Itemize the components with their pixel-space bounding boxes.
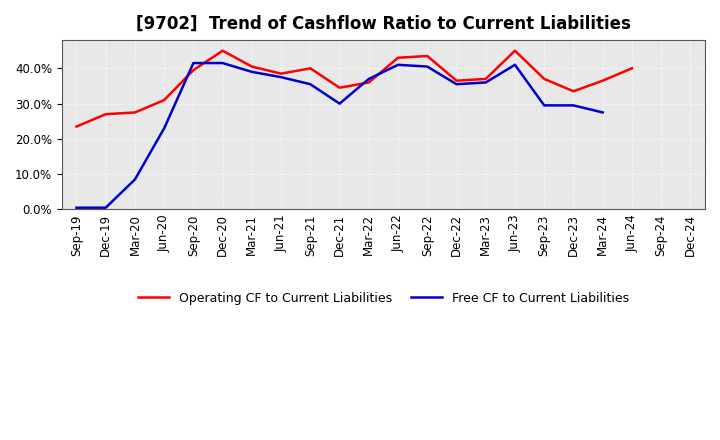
Operating CF to Current Liabilities — [248, 64, 256, 69]
Free CF to Current Liabilities — [423, 64, 431, 69]
Free CF to Current Liabilities — [306, 81, 315, 87]
Line: Free CF to Current Liabilities: Free CF to Current Liabilities — [76, 63, 603, 208]
Operating CF to Current Liabilities — [160, 97, 168, 103]
Free CF to Current Liabilities — [189, 60, 198, 66]
Operating CF to Current Liabilities — [423, 53, 431, 59]
Operating CF to Current Liabilities — [306, 66, 315, 71]
Line: Operating CF to Current Liabilities: Operating CF to Current Liabilities — [76, 51, 632, 127]
Operating CF to Current Liabilities — [276, 71, 285, 76]
Operating CF to Current Liabilities — [452, 78, 461, 83]
Operating CF to Current Liabilities — [364, 80, 373, 85]
Title: [9702]  Trend of Cashflow Ratio to Current Liabilities: [9702] Trend of Cashflow Ratio to Curren… — [136, 15, 631, 33]
Free CF to Current Liabilities — [364, 76, 373, 81]
Free CF to Current Liabilities — [218, 60, 227, 66]
Operating CF to Current Liabilities — [130, 110, 139, 115]
Operating CF to Current Liabilities — [540, 76, 549, 81]
Free CF to Current Liabilities — [72, 205, 81, 210]
Operating CF to Current Liabilities — [189, 67, 198, 73]
Free CF to Current Liabilities — [276, 74, 285, 80]
Operating CF to Current Liabilities — [598, 78, 607, 83]
Free CF to Current Liabilities — [482, 80, 490, 85]
Legend: Operating CF to Current Liabilities, Free CF to Current Liabilities: Operating CF to Current Liabilities, Fre… — [132, 287, 634, 310]
Operating CF to Current Liabilities — [336, 85, 344, 90]
Operating CF to Current Liabilities — [569, 88, 577, 94]
Free CF to Current Liabilities — [394, 62, 402, 67]
Operating CF to Current Liabilities — [102, 112, 110, 117]
Free CF to Current Liabilities — [130, 177, 139, 182]
Free CF to Current Liabilities — [598, 110, 607, 115]
Operating CF to Current Liabilities — [394, 55, 402, 60]
Operating CF to Current Liabilities — [218, 48, 227, 53]
Operating CF to Current Liabilities — [72, 124, 81, 129]
Free CF to Current Liabilities — [569, 103, 577, 108]
Free CF to Current Liabilities — [160, 126, 168, 131]
Free CF to Current Liabilities — [102, 205, 110, 210]
Operating CF to Current Liabilities — [510, 48, 519, 53]
Operating CF to Current Liabilities — [628, 66, 636, 71]
Free CF to Current Liabilities — [510, 62, 519, 67]
Free CF to Current Liabilities — [248, 69, 256, 74]
Free CF to Current Liabilities — [540, 103, 549, 108]
Free CF to Current Liabilities — [452, 81, 461, 87]
Free CF to Current Liabilities — [336, 101, 344, 106]
Operating CF to Current Liabilities — [482, 76, 490, 81]
